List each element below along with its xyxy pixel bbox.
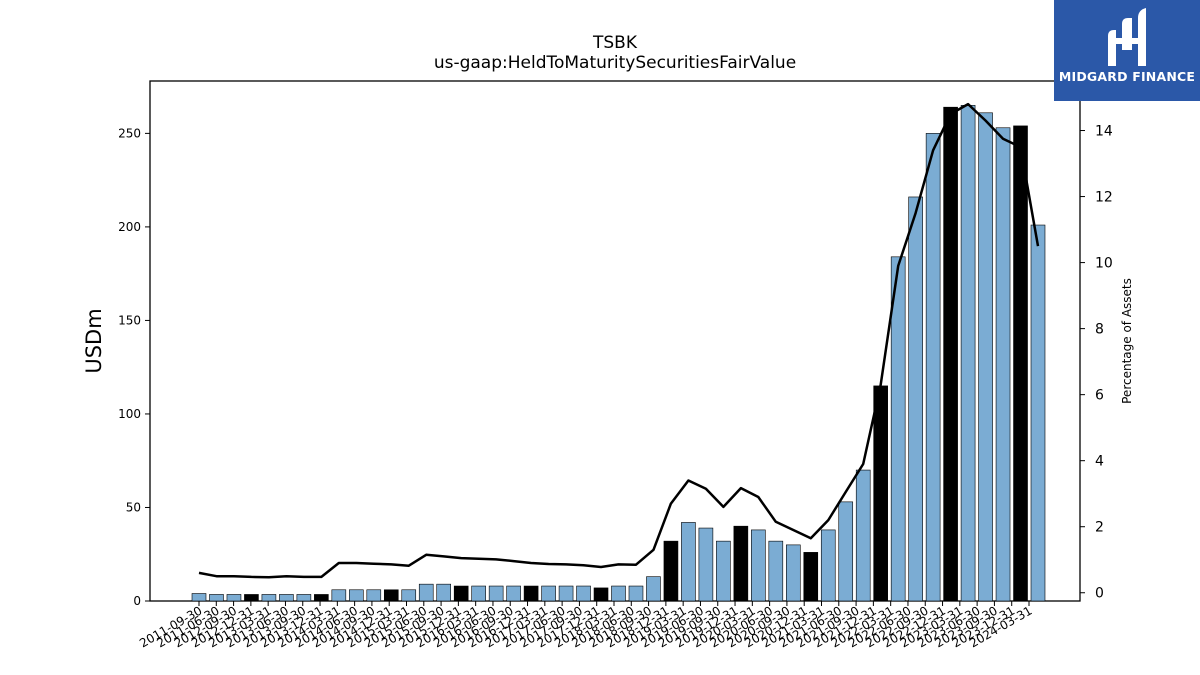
y-axis-label: USDm [82,308,106,373]
y2-tick-label: 2 [1095,520,1104,536]
y2-tick-label: 4 [1095,454,1104,470]
y-tick-label: 50 [126,500,141,514]
bar [576,585,591,602]
y2-tick-label: 8 [1095,322,1104,338]
bar [873,385,888,602]
bar [593,587,609,602]
bar [785,544,801,602]
bar [383,589,399,602]
bar [453,585,469,602]
y-tick-label: 0 [133,594,141,608]
bar [751,529,766,602]
chart-subtitle: us-gaap:HeldToMaturitySecuritiesFairValu… [434,53,796,73]
bar [698,527,714,602]
bar [558,585,574,602]
bar [716,540,731,602]
bar [488,585,504,602]
bar [855,469,871,602]
y-tick-label: 200 [118,220,141,234]
bar [331,589,347,602]
bar [418,583,434,602]
bar [244,594,259,602]
bar [191,593,207,602]
y-tick-label: 150 [118,313,141,327]
bar [279,594,294,602]
bar [541,585,556,602]
bar [978,112,993,602]
plot-frame [149,80,1081,602]
bar [296,594,312,602]
bar [1013,125,1028,602]
logo: MIDGARD FINANCE [1054,0,1200,101]
plot-area: 050100150200250024681012142011-09-302011… [118,80,1113,650]
bar [506,585,521,602]
bar [523,585,539,602]
bar [349,589,364,602]
bar [943,106,958,602]
bar [436,583,452,602]
logo-mark-icon [1108,8,1146,66]
bar [314,594,329,602]
bar [925,133,941,602]
bar [838,501,854,602]
bar [820,529,836,602]
bar [401,589,417,602]
y2-axis-label: Percentage of Assets [1120,278,1134,404]
y-tick-label: 100 [118,407,141,421]
chart-title: TSBK [592,33,638,53]
bar [366,589,382,602]
bar [768,540,784,602]
bar [960,105,976,602]
y2-tick-label: 10 [1095,256,1113,272]
bar [890,256,906,602]
bar [611,585,626,602]
y2-tick-label: 12 [1095,190,1113,206]
bar [803,552,819,602]
bar [209,594,224,602]
y2-tick-label: 0 [1095,586,1104,602]
logo-text: MIDGARD FINANCE [1058,69,1196,84]
y-tick-label: 250 [118,126,141,140]
bar [663,540,679,602]
bar [261,594,277,602]
y2-tick-label: 6 [1095,388,1104,404]
bar [646,576,661,602]
bar [628,585,644,602]
series-line [198,102,1040,579]
bar [733,525,749,602]
bar [1030,224,1046,602]
bar [226,594,242,602]
bar [908,196,923,602]
y2-tick-label: 14 [1095,124,1113,140]
bar [995,127,1011,602]
bar [681,522,696,602]
bar [471,585,486,602]
